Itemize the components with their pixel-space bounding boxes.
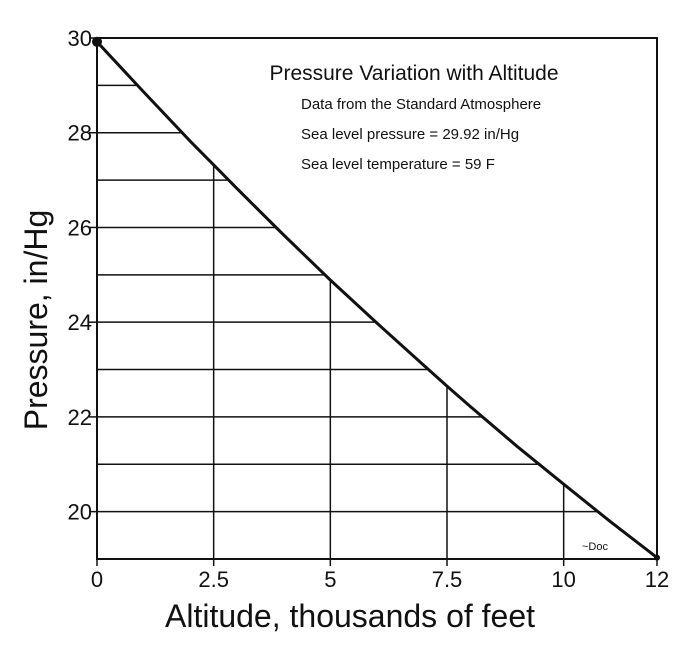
series-layer	[92, 36, 660, 561]
x-axis-label: Altitude, thousands of feet	[165, 598, 535, 634]
x-tick-label: 12	[645, 567, 669, 592]
chart-title: Pressure Variation with Altitude	[269, 62, 558, 85]
y-tick-label: 22	[68, 405, 92, 430]
data-point-end	[654, 554, 660, 561]
x-tick-label: 7.5	[432, 567, 463, 592]
data-point-start	[92, 36, 102, 47]
plot-frame	[96, 37, 658, 560]
grid-layer	[97, 84, 598, 559]
annotation-sea-level-pressure: Sea level pressure = 29.92 in/Hg	[301, 126, 519, 143]
tick-layer: 20 22 24 26 28 30 0 2.5 5 7.5 10 12	[68, 26, 670, 592]
x-tick-label: 0	[91, 567, 103, 592]
y-tick-label: 24	[68, 310, 92, 335]
y-tick-label: 28	[68, 121, 92, 146]
y-axis-label: Pressure, in/Hg	[18, 210, 54, 431]
y-tick-label: 20	[68, 500, 92, 525]
annotation-data-source: Data from the Standard Atmosphere	[301, 96, 541, 113]
y-tick-label: 26	[68, 215, 92, 240]
pressure-curve	[95, 40, 658, 559]
x-tick-label: 2.5	[198, 567, 229, 592]
signature: ~Doc	[582, 541, 608, 553]
y-tick-label: 30	[68, 26, 92, 51]
annotation-sea-level-temperature: Sea level temperature = 59 F	[301, 156, 495, 173]
x-tick-label: 5	[324, 567, 336, 592]
x-tick-label: 10	[551, 567, 575, 592]
